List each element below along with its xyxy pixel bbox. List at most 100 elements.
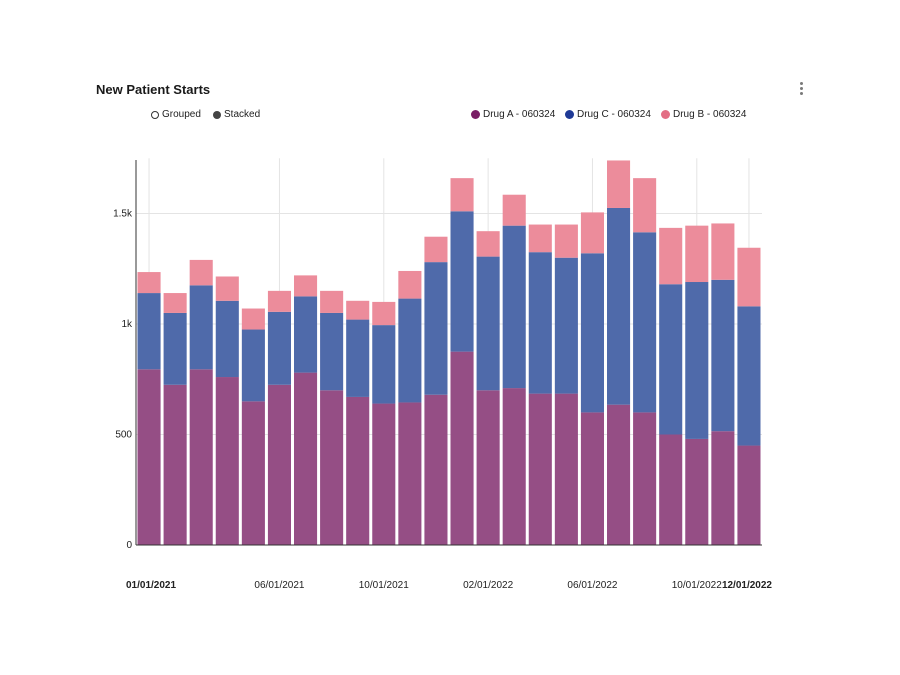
bar-segment-drug-b[interactable]	[711, 223, 735, 280]
bar-segment-drug-c[interactable]	[450, 211, 474, 352]
bar-segment-drug-a[interactable]	[372, 403, 396, 545]
bar-segment-drug-a[interactable]	[163, 384, 187, 545]
bar-segment-drug-b[interactable]	[267, 290, 291, 312]
bar-segment-drug-b[interactable]	[163, 293, 187, 313]
bar-segment-drug-b[interactable]	[346, 300, 370, 320]
x-tick-label: 12/01/2022	[722, 580, 772, 591]
bar-segment-drug-b[interactable]	[737, 247, 761, 307]
bar-segment-drug-b[interactable]	[398, 270, 422, 299]
bar-segment-drug-b[interactable]	[294, 275, 318, 297]
bar-segment-drug-c[interactable]	[685, 282, 709, 439]
bar-segment-drug-a[interactable]	[398, 402, 422, 545]
x-tick-label: 10/01/2021	[359, 580, 409, 591]
bar-segment-drug-a[interactable]	[346, 396, 370, 545]
legend-label: Drug C - 060324	[577, 109, 651, 120]
bar-segment-drug-c[interactable]	[215, 300, 239, 378]
bar-segment-drug-c[interactable]	[476, 256, 500, 391]
bar-segment-drug-c[interactable]	[554, 257, 578, 394]
y-tick-label: 0	[126, 540, 132, 551]
bar-segment-drug-a[interactable]	[424, 394, 448, 545]
bar-segment-drug-c[interactable]	[580, 253, 604, 413]
bar-segment-drug-c[interactable]	[711, 279, 735, 432]
bar-segment-drug-c[interactable]	[137, 293, 161, 370]
bar-segment-drug-a[interactable]	[685, 438, 709, 545]
legend-swatch-icon	[565, 110, 574, 119]
bar-segment-drug-a[interactable]	[476, 390, 500, 545]
bar-segment-drug-b[interactable]	[659, 227, 683, 285]
stacked-toggle[interactable]: Stacked	[213, 109, 260, 120]
bar-segment-drug-c[interactable]	[320, 312, 344, 391]
bar-segment-drug-c[interactable]	[528, 252, 552, 394]
legend-item-drug-a[interactable]: Drug A - 060324	[471, 109, 555, 120]
bar-segment-drug-c[interactable]	[189, 285, 213, 370]
bar-segment-drug-b[interactable]	[215, 276, 239, 301]
bar-segment-drug-b[interactable]	[607, 160, 631, 208]
bar-segment-drug-b[interactable]	[502, 194, 526, 226]
bar-segment-drug-c[interactable]	[737, 306, 761, 446]
bar-segment-drug-a[interactable]	[502, 388, 526, 545]
bar-segment-drug-c[interactable]	[424, 262, 448, 395]
bar-segment-drug-a[interactable]	[737, 445, 761, 545]
bar-segment-drug-a[interactable]	[607, 404, 631, 545]
bar-segment-drug-c[interactable]	[502, 225, 526, 389]
legend-item-drug-b[interactable]: Drug B - 060324	[661, 109, 746, 120]
bar-segment-drug-a[interactable]	[189, 369, 213, 545]
bar-segment-drug-a[interactable]	[215, 377, 239, 545]
bar-segment-drug-b[interactable]	[528, 224, 552, 253]
bar-segment-drug-b[interactable]	[424, 236, 448, 263]
y-tick-label: 1.5k	[113, 209, 133, 220]
bar-segment-drug-c[interactable]	[372, 325, 396, 404]
bar-segment-drug-b[interactable]	[633, 178, 657, 233]
legend-swatch-icon	[471, 110, 480, 119]
bar-segment-drug-a[interactable]	[241, 401, 265, 545]
x-tick-label: 06/01/2022	[567, 580, 617, 591]
y-tick-label: 1k	[121, 319, 133, 330]
bar-segment-drug-a[interactable]	[450, 351, 474, 545]
bar-segment-drug-c[interactable]	[163, 312, 187, 385]
y-tick-label: 500	[115, 430, 132, 441]
more-options-icon[interactable]	[796, 82, 806, 98]
bar-segment-drug-c[interactable]	[633, 232, 657, 413]
bar-segment-drug-a[interactable]	[633, 412, 657, 545]
legend-label: Drug B - 060324	[673, 109, 747, 120]
bar-segment-drug-a[interactable]	[137, 369, 161, 545]
grouped-toggle[interactable]: Grouped	[151, 109, 201, 120]
bar-segment-drug-c[interactable]	[659, 284, 683, 435]
bar-segment-drug-a[interactable]	[320, 390, 344, 545]
bar-segment-drug-c[interactable]	[294, 296, 318, 373]
bar-segment-drug-a[interactable]	[711, 431, 735, 545]
bar-segment-drug-b[interactable]	[685, 225, 709, 283]
radio-unselected-icon	[151, 110, 159, 119]
bar-segment-drug-b[interactable]	[241, 308, 265, 330]
x-tick-label: 02/01/2022	[463, 580, 513, 591]
bar-segment-drug-c[interactable]	[241, 329, 265, 402]
bar-segment-drug-a[interactable]	[528, 393, 552, 545]
x-tick-label: 10/01/2022	[672, 580, 722, 591]
legend-item-drug-c[interactable]: Drug C - 060324	[565, 109, 651, 120]
bar-segment-drug-a[interactable]	[294, 372, 318, 545]
bar-segment-drug-b[interactable]	[137, 272, 161, 294]
legend-label: Drug A - 060324	[483, 109, 556, 120]
legend-swatch-icon	[661, 110, 670, 119]
x-tick-label: 06/01/2021	[254, 580, 304, 591]
bar-segment-drug-c[interactable]	[267, 311, 291, 385]
bar-segment-drug-c[interactable]	[607, 207, 631, 405]
bar-segment-drug-b[interactable]	[189, 259, 213, 286]
bar-segment-drug-b[interactable]	[320, 290, 344, 313]
bar-segment-drug-a[interactable]	[554, 393, 578, 545]
bar-segment-drug-b[interactable]	[476, 231, 500, 257]
bar-segment-drug-b[interactable]	[372, 301, 396, 326]
grouped-label: Grouped	[162, 109, 201, 120]
bar-segment-drug-b[interactable]	[450, 178, 474, 212]
bar-segment-drug-b[interactable]	[580, 212, 604, 254]
radio-selected-icon	[213, 110, 221, 119]
bar-segment-drug-a[interactable]	[659, 434, 683, 546]
bar-segment-drug-a[interactable]	[267, 384, 291, 545]
bar-segment-drug-b[interactable]	[554, 224, 578, 258]
stacked-label: Stacked	[224, 109, 261, 120]
bar-segment-drug-c[interactable]	[398, 298, 422, 403]
bar-segment-drug-c[interactable]	[346, 319, 370, 397]
bar-segment-drug-a[interactable]	[580, 412, 604, 545]
chart-title: New Patient Starts	[96, 82, 211, 97]
